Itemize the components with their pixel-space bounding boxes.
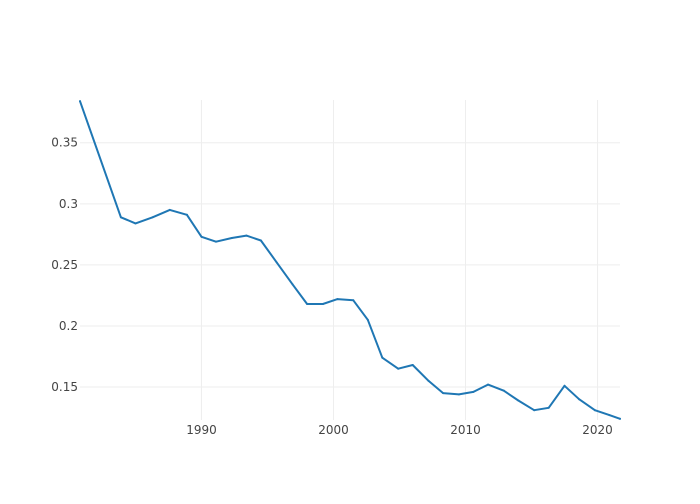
- x-tick-label: 1990: [186, 423, 217, 437]
- data-point: [230, 237, 233, 240]
- data-point: [245, 234, 248, 237]
- data-point: [79, 100, 81, 103]
- data-point: [619, 417, 621, 420]
- data-point: [336, 298, 339, 301]
- y-tick-label: 0.15: [51, 380, 78, 394]
- data-point: [275, 261, 278, 264]
- data-point: [259, 239, 262, 242]
- x-tick-label: 2010: [450, 423, 481, 437]
- data-point: [151, 216, 154, 219]
- x-axis: 1990 2000 2010 2020: [186, 423, 613, 437]
- data-point: [381, 356, 384, 359]
- data-point: [472, 390, 475, 393]
- data-point: [185, 213, 188, 216]
- data-point: [533, 409, 536, 412]
- x-tick-label: 2020: [582, 423, 613, 437]
- data-point: [457, 393, 460, 396]
- data-point: [200, 235, 203, 238]
- data-point: [593, 409, 596, 412]
- data-point: [366, 318, 369, 321]
- data-point: [427, 379, 430, 382]
- data-point: [502, 389, 505, 392]
- data-point: [168, 208, 171, 211]
- y-tick-label: 0.3: [59, 197, 78, 211]
- y-tick-label: 0.35: [51, 136, 78, 150]
- data-point: [411, 364, 414, 367]
- data-point: [547, 406, 550, 409]
- data-point: [397, 367, 400, 370]
- y-tick-label: 0.25: [51, 258, 78, 272]
- series-layer: [79, 100, 621, 420]
- data-point: [306, 302, 309, 305]
- data-point: [486, 383, 489, 386]
- data-point: [352, 299, 355, 302]
- series-line: [79, 100, 621, 420]
- data-point: [578, 398, 581, 401]
- data-point: [442, 392, 445, 395]
- data-point: [563, 384, 566, 387]
- grid-lines: [80, 100, 620, 420]
- x-tick-label: 2000: [318, 423, 349, 437]
- data-point: [119, 216, 122, 219]
- data-point: [291, 283, 294, 286]
- data-point: [214, 240, 217, 243]
- y-axis: 0.15 0.2 0.25 0.3 0.35: [51, 136, 78, 394]
- data-point: [134, 222, 137, 225]
- y-tick-label: 0.2: [59, 319, 78, 333]
- data-point: [321, 302, 324, 305]
- data-point: [517, 399, 520, 402]
- data-point: [608, 414, 611, 417]
